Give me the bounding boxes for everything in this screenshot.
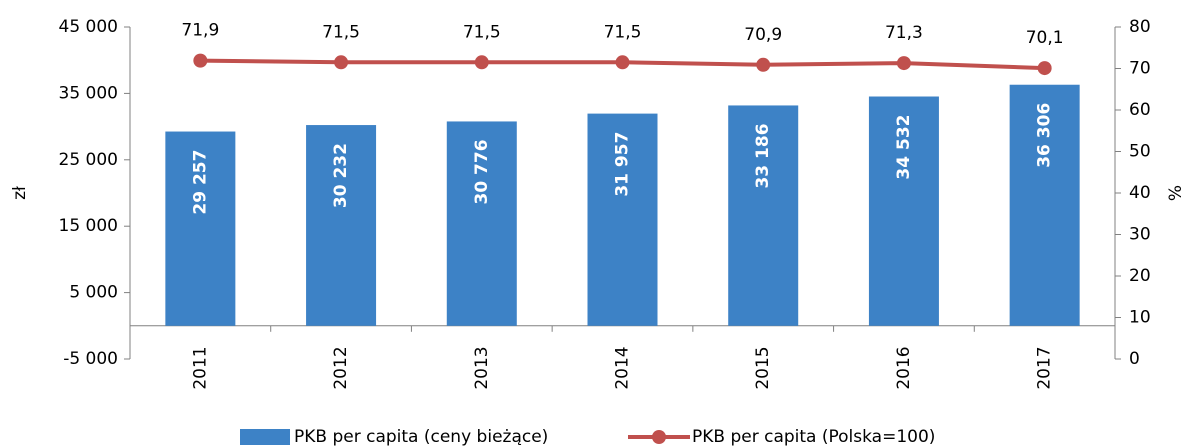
bar [306,125,377,326]
y2-axis-label: % [1166,185,1186,201]
bar [1009,84,1080,326]
bar-value-label: 31 957 [613,132,633,197]
x-tick-label: 2014 [613,346,633,389]
line-marker [756,57,771,72]
bar [446,121,517,326]
x-tick-label: 2017 [1035,346,1055,389]
bar-value-label: 36 306 [1035,103,1055,168]
legend-swatch [240,429,290,445]
y-tick-label: 35 000 [59,83,118,103]
line-value-label: 70,9 [744,25,782,45]
bar-value-label: 30 776 [472,139,492,204]
bar [868,96,939,326]
line-value-label: 71,5 [604,22,642,42]
y2-tick-label: 0 [1129,349,1140,369]
y2-tick-label: 80 [1129,17,1151,37]
y-axis-label: zł [10,186,30,200]
y-tick-label: 5 000 [69,283,118,303]
x-tick-label: 2013 [472,346,492,389]
x-tick-label: 2012 [331,346,351,389]
legend-marker [652,430,666,444]
y2-tick-label: 50 [1129,142,1151,162]
bar-value-label: 33 186 [753,123,773,188]
line-marker [615,55,630,70]
line-marker [474,55,489,70]
line-marker [896,56,911,71]
legend-label: PKB per capita (ceny bieżące) [294,427,548,447]
bar-value-label: 34 532 [894,115,914,180]
y2-tick-label: 70 [1129,59,1151,79]
line-value-label: 71,3 [885,23,923,43]
line-value-label: 71,5 [463,22,501,42]
line-value-label: 70,1 [1026,28,1064,48]
y2-tick-label: 20 [1129,266,1151,286]
y2-tick-label: 60 [1129,100,1151,120]
line-value-label: 71,5 [322,22,360,42]
x-tick-label: 2011 [190,346,210,389]
y-tick-label: 25 000 [59,150,118,170]
y-tick-label: -5 000 [63,349,118,369]
bar [728,105,799,326]
bar-value-label: 30 232 [331,143,351,208]
x-tick-label: 2016 [894,346,914,389]
line-value-label: 71,9 [181,21,219,41]
y2-tick-label: 40 [1129,183,1151,203]
bar [587,113,658,326]
line-marker [1037,61,1052,76]
bar [165,131,236,326]
line-marker [334,55,349,70]
y2-tick-label: 30 [1129,225,1151,245]
bar-value-label: 29 257 [190,150,210,215]
y2-tick-label: 10 [1129,308,1151,328]
x-tick-label: 2015 [753,346,773,389]
legend-label: PKB per capita (Polska=100) [692,427,935,447]
y-tick-label: 15 000 [59,216,118,236]
y-tick-label: 45 000 [59,17,118,37]
line-marker [193,53,208,68]
